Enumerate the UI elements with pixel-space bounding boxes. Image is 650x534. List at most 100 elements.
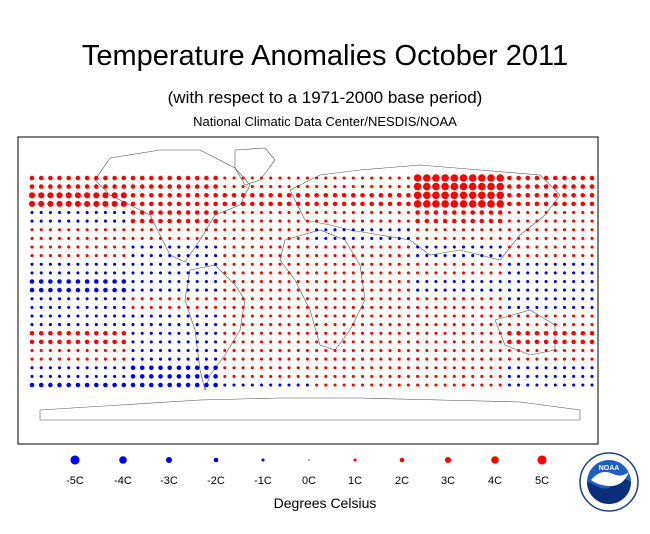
anomaly-dot-991 (590, 305, 594, 309)
anomaly-dot-113 (496, 182, 505, 191)
anomaly-dot-500 (67, 245, 71, 249)
anomaly-dot-1137 (223, 331, 227, 335)
anomaly-dot-925 (553, 297, 557, 301)
anomaly-dot-526 (305, 245, 309, 249)
anomaly-dot-1090 (360, 323, 365, 327)
anomaly-dot-22 (232, 176, 236, 180)
anomaly-dot-205 (204, 201, 209, 207)
anomaly-dot-1014 (232, 314, 236, 318)
anomaly-dot-940 (122, 305, 126, 309)
anomaly-dot-281 (333, 210, 337, 215)
anomaly-dot-601 (425, 254, 429, 258)
anomaly-dot-282 (342, 210, 346, 215)
anomaly-dot-372 (30, 228, 34, 232)
anomaly-dot-624 (67, 262, 71, 266)
anomaly-dot-200 (158, 201, 163, 207)
land-outline-2 (184, 264, 246, 392)
anomaly-dot-594 (360, 254, 365, 258)
anomaly-dot-129 (74, 192, 81, 199)
anomaly-dot-1510 (232, 383, 236, 387)
anomaly-dot-319 (113, 219, 117, 223)
anomaly-dot-1235 (553, 339, 558, 345)
anomaly-dot-307 (572, 210, 576, 215)
anomaly-dot-1365 (39, 366, 43, 370)
anomaly-dot-326 (176, 218, 182, 224)
anomaly-dot-1239 (589, 339, 595, 345)
anomaly-dot-890 (232, 297, 236, 301)
anomaly-dot-192 (84, 200, 91, 207)
anomaly-dot-1318 (177, 357, 181, 361)
anomaly-dot-497 (39, 245, 43, 249)
anomaly-dot-703 (223, 271, 227, 275)
anomaly-dot-79 (185, 184, 191, 189)
anomaly-dot-846 (397, 288, 401, 292)
anomaly-dot-779 (351, 279, 355, 284)
anomaly-dot-1459 (333, 374, 337, 378)
anomaly-dot-804 (581, 279, 585, 284)
credit-line: National Climatic Data Center/NESDIS/NOA… (193, 114, 457, 129)
anomaly-dot-37 (370, 176, 374, 180)
anomaly-dot-829 (241, 288, 245, 292)
anomaly-dot-762 (195, 279, 199, 284)
anomaly-dot-1449 (241, 374, 245, 378)
anomaly-dot-1269 (296, 348, 300, 353)
anomaly-dot-1395 (315, 366, 319, 370)
anomaly-dot-528 (324, 245, 328, 249)
anomaly-dot-242 (543, 201, 549, 207)
anomaly-dot-338 (287, 219, 291, 223)
anomaly-dot-730 (471, 271, 475, 275)
anomaly-dot-1009 (186, 314, 190, 318)
anomaly-dot-134 (120, 192, 127, 199)
anomaly-dot-517 (223, 245, 227, 249)
anomaly-dot-1168 (507, 331, 512, 336)
anomaly-dot-1547 (572, 383, 576, 387)
anomaly-dot-485 (498, 236, 502, 240)
anomaly-dot-986 (544, 305, 548, 309)
anomaly-dot-448 (158, 236, 163, 240)
anomaly-dot-910 (416, 297, 420, 301)
anomaly-dot-255 (94, 210, 98, 215)
anomaly-dot-1219 (406, 340, 410, 344)
anomaly-dot-1514 (269, 383, 273, 387)
legend-symbol-7 (399, 457, 405, 463)
anomaly-dot-835 (296, 288, 300, 292)
anomaly-dot-1411 (461, 366, 466, 370)
anomaly-dot-323 (149, 218, 154, 224)
anomaly-dot-1052 (581, 314, 585, 318)
anomaly-dot-679 (572, 262, 576, 266)
anomaly-dot-92 (305, 185, 309, 189)
anomaly-dot-1077 (241, 323, 245, 327)
anomaly-dot-1540 (507, 383, 511, 387)
anomaly-dot-581 (241, 254, 245, 258)
anomaly-dot-1513 (259, 383, 264, 387)
anomaly-dot-573 (168, 254, 172, 258)
anomaly-dot-327 (185, 218, 191, 224)
anomaly-dot-1039 (461, 314, 466, 318)
anomaly-dot-744 (29, 279, 35, 284)
anomaly-dot-16 (176, 175, 182, 181)
anomaly-dot-1443 (185, 374, 191, 379)
anomaly-dot-325 (167, 218, 172, 224)
anomaly-dot-437 (57, 236, 62, 240)
anomaly-dot-516 (214, 245, 218, 249)
anomaly-dot-996 (67, 314, 71, 318)
anomaly-dot-1187 (112, 339, 117, 345)
anomaly-dot-382 (122, 228, 126, 232)
anomaly-dot-558 (30, 254, 34, 258)
anomaly-dot-775 (315, 279, 319, 284)
anomaly-dot-1345 (425, 357, 429, 361)
anomaly-dot-1060 (85, 323, 89, 327)
anomaly-dot-254 (85, 210, 89, 215)
anomaly-dot-278 (305, 210, 309, 215)
anomaly-dot-928 (581, 297, 585, 301)
anomaly-dot-1299 (572, 348, 576, 353)
anomaly-dot-1268 (287, 348, 291, 353)
anomaly-dot-1257 (186, 348, 190, 353)
anomaly-dot-778 (342, 279, 346, 284)
anomaly-dot-432 (581, 228, 585, 232)
anomaly-dot-952 (232, 305, 236, 309)
anomaly-dot-412 (397, 228, 401, 232)
anomaly-dot-1015 (241, 314, 245, 318)
anomaly-dot-257 (113, 210, 117, 215)
anomaly-dot-1333 (315, 357, 319, 361)
